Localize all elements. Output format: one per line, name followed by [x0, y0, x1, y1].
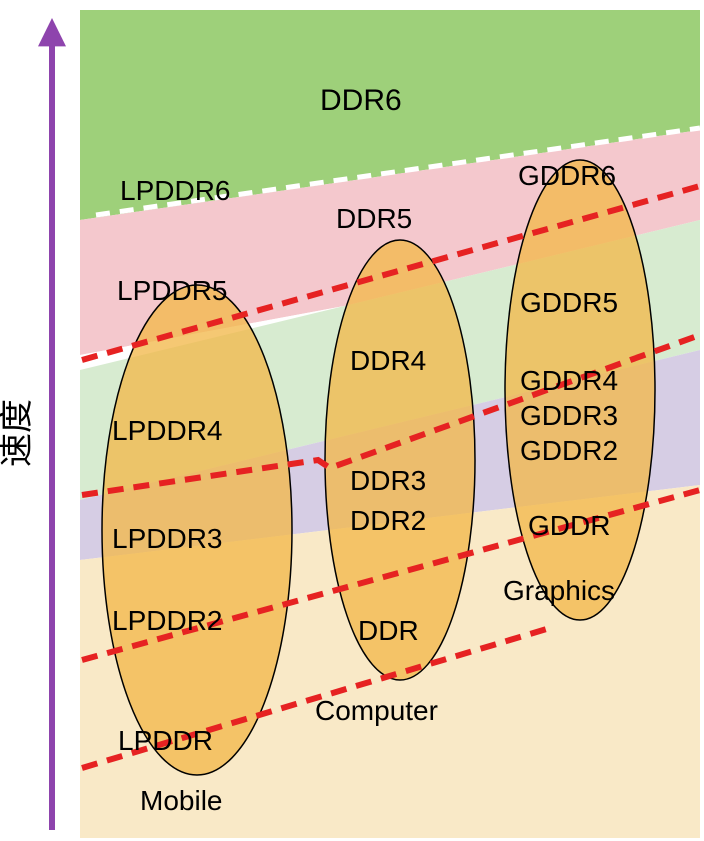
lbl-lpddr: LPDDR: [118, 725, 213, 756]
cat-mobile: Mobile: [140, 785, 222, 816]
lbl-ddr2: DDR2: [350, 505, 426, 536]
lbl-ddr5: DDR5: [336, 203, 412, 234]
lbl-gddr2: GDDR2: [520, 435, 618, 466]
lbl-lpddr5: LPDDR5: [117, 275, 227, 306]
memory-speed-diagram: 速度 DDR6 LPDDR6 GDDR6 DDR5 LPDDR5 GDDR5 DDR4 GDDR…: [0, 0, 704, 841]
lbl-gddr: GDDR: [528, 510, 610, 541]
lbl-lpddr4: LPDDR4: [112, 415, 222, 446]
speed-axis-label: 速度: [0, 399, 36, 467]
lbl-lpddr6: LPDDR6: [120, 175, 230, 206]
lbl-ddr6: DDR6: [320, 84, 402, 117]
cat-graphics: Graphics: [503, 575, 615, 606]
lbl-ddr4: DDR4: [350, 345, 426, 376]
lbl-lpddr2: LPDDR2: [112, 605, 222, 636]
lbl-gddr6: GDDR6: [518, 160, 616, 191]
lbl-ddr3: DDR3: [350, 465, 426, 496]
lbl-gddr5: GDDR5: [520, 287, 618, 318]
lbl-gddr3: GDDR3: [520, 400, 618, 431]
lbl-lpddr3: LPDDR3: [112, 523, 222, 554]
lbl-gddr4: GDDR4: [520, 365, 618, 396]
cat-computer: Computer: [315, 695, 438, 726]
lbl-ddr: DDR: [358, 615, 419, 646]
